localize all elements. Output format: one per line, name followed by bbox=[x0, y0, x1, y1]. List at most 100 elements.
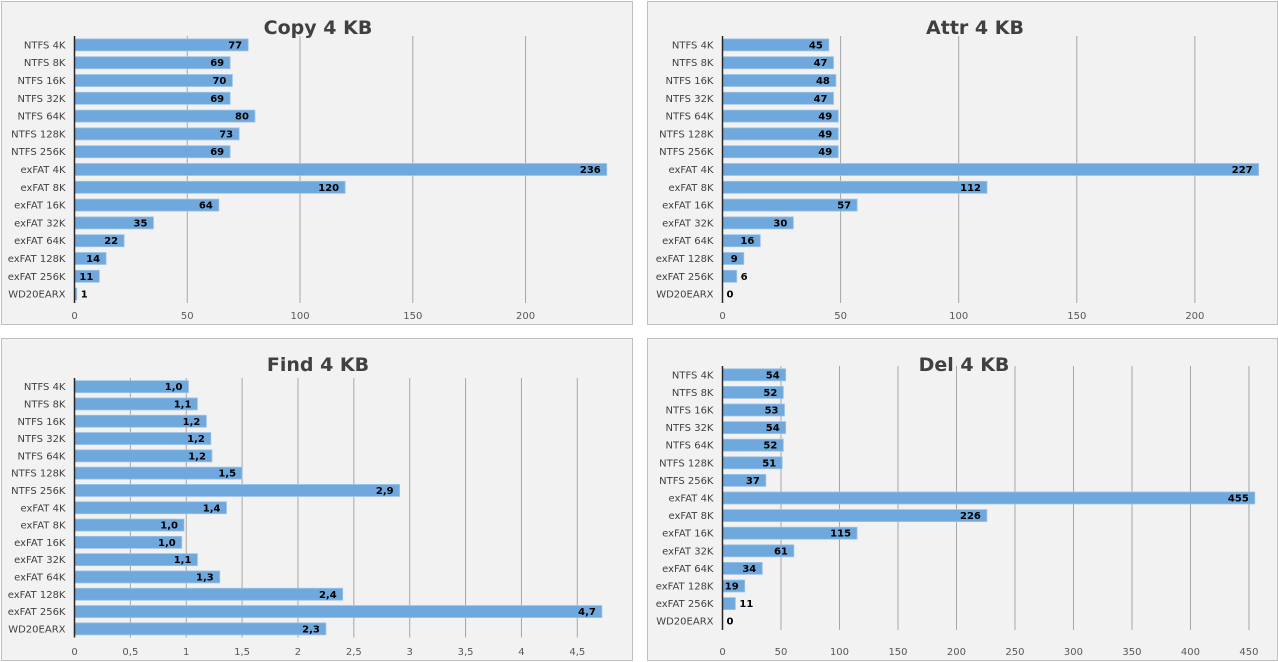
data-label: 47 bbox=[814, 94, 828, 105]
data-label: 2,4 bbox=[319, 590, 337, 601]
data-label: 22 bbox=[104, 236, 118, 247]
bar bbox=[722, 509, 988, 523]
data-label: 49 bbox=[818, 147, 832, 158]
category-label: NTFS 256K bbox=[659, 476, 714, 487]
data-label: 73 bbox=[219, 129, 233, 140]
category-label: NTFS 4K bbox=[672, 370, 714, 381]
data-label: 14 bbox=[86, 254, 100, 265]
category-label: NTFS 128K bbox=[659, 129, 714, 140]
data-label: 49 bbox=[818, 129, 832, 140]
data-label: 1,2 bbox=[187, 434, 205, 445]
data-label: 69 bbox=[210, 147, 224, 158]
category-label: NTFS 16K bbox=[18, 76, 66, 87]
x-tick-label: 200 bbox=[1185, 311, 1204, 322]
category-label: WD20EARX bbox=[8, 290, 65, 301]
data-label: 80 bbox=[235, 112, 249, 123]
category-label: NTFS 128K bbox=[11, 129, 66, 140]
bar bbox=[74, 484, 401, 497]
category-label: exFAT 32K bbox=[662, 218, 714, 229]
bar bbox=[74, 180, 346, 194]
data-label: 54 bbox=[766, 370, 780, 381]
category-label: exFAT 4K bbox=[669, 494, 714, 505]
category-label: exFAT 32K bbox=[662, 546, 714, 557]
bar bbox=[74, 56, 231, 70]
x-tick-label: 300 bbox=[1064, 647, 1083, 658]
category-label: exFAT 64K bbox=[662, 564, 714, 575]
category-label: NTFS 64K bbox=[18, 112, 66, 123]
x-tick-label: 150 bbox=[888, 647, 907, 658]
x-tick-label: 0 bbox=[71, 647, 77, 658]
bar bbox=[74, 145, 231, 159]
bar bbox=[722, 269, 738, 283]
data-label: 1,3 bbox=[196, 572, 214, 583]
x-tick-label: 1 bbox=[183, 647, 189, 658]
category-label: exFAT 4K bbox=[21, 503, 66, 514]
bar bbox=[722, 491, 1256, 505]
data-label: 77 bbox=[228, 40, 242, 51]
data-label: 51 bbox=[762, 458, 776, 469]
data-label: 0 bbox=[727, 290, 734, 301]
category-label: NTFS 256K bbox=[659, 147, 714, 158]
category-label: NTFS 4K bbox=[672, 40, 714, 51]
category-label: NTFS 4K bbox=[24, 40, 66, 51]
data-label: 1,1 bbox=[174, 555, 192, 566]
category-label: exFAT 128K bbox=[656, 254, 714, 265]
bar bbox=[722, 163, 1260, 176]
chart-title: Del 4 KB bbox=[919, 354, 1010, 376]
category-label: exFAT 16K bbox=[14, 201, 66, 212]
category-label: NTFS 16K bbox=[666, 76, 714, 87]
data-label: 4,7 bbox=[578, 607, 596, 618]
x-tick-label: 150 bbox=[403, 311, 422, 322]
bar bbox=[74, 622, 327, 636]
bar bbox=[722, 180, 988, 194]
category-label: exFAT 64K bbox=[14, 572, 66, 583]
category-label: exFAT 128K bbox=[656, 582, 714, 593]
x-tick-label: 200 bbox=[947, 647, 966, 658]
x-tick-label: 100 bbox=[830, 647, 849, 658]
x-tick-label: 3 bbox=[407, 647, 413, 658]
category-label: NTFS 4K bbox=[24, 382, 66, 393]
category-label: exFAT 32K bbox=[14, 218, 66, 229]
x-tick-label: 0 bbox=[71, 311, 77, 322]
copy-chart: Copy 4 KB 0 50 100 150 200 NTFS 4K 77 NTFS 8K 69… bbox=[8, 17, 608, 322]
category-label: NTFS 8K bbox=[672, 388, 714, 399]
category-label: NTFS 8K bbox=[672, 58, 714, 69]
data-label: 6 bbox=[741, 272, 748, 283]
data-label: 1,0 bbox=[160, 521, 178, 532]
data-label: 47 bbox=[814, 58, 828, 69]
data-label: 2,3 bbox=[302, 624, 320, 635]
category-label: NTFS 32K bbox=[666, 423, 714, 434]
x-tick-label: 50 bbox=[834, 311, 847, 322]
data-label: 70 bbox=[212, 76, 226, 87]
x-tick-label: 4,5 bbox=[569, 647, 585, 658]
data-label: 37 bbox=[746, 476, 760, 487]
chart-panel-copy: Copy 4 KB 0 50 100 150 200 NTFS 4K 77 NTFS 8K 69… bbox=[1, 1, 633, 325]
data-label: 34 bbox=[742, 564, 756, 575]
data-label: 226 bbox=[960, 511, 981, 522]
chart-title: Attr 4 KB bbox=[926, 17, 1024, 39]
category-label: exFAT 128K bbox=[8, 590, 66, 601]
data-label: 48 bbox=[816, 76, 830, 87]
data-label: 45 bbox=[809, 40, 823, 51]
category-label: NTFS 32K bbox=[666, 94, 714, 105]
category-label: exFAT 16K bbox=[14, 538, 66, 549]
category-label: exFAT 8K bbox=[669, 511, 714, 522]
x-tick-label: 0,5 bbox=[122, 647, 138, 658]
data-label: 57 bbox=[837, 201, 851, 212]
bar bbox=[74, 198, 220, 212]
category-label: exFAT 16K bbox=[662, 529, 714, 540]
chart-panel-find: Find 4 KB 0 0,5 1 1,5 2 2,5 3 3,5 4 4,5 NTFS 4K 1,0… bbox=[1, 338, 633, 661]
data-label: 69 bbox=[210, 58, 224, 69]
bar bbox=[74, 74, 233, 87]
category-label: exFAT 16K bbox=[662, 201, 714, 212]
bar bbox=[74, 605, 603, 618]
bar bbox=[74, 38, 249, 52]
category-label: exFAT 256K bbox=[656, 599, 714, 610]
x-tick-label: 450 bbox=[1239, 647, 1258, 658]
x-tick-label: 150 bbox=[1067, 311, 1086, 322]
data-label: 1,2 bbox=[188, 451, 206, 462]
data-label: 120 bbox=[318, 183, 339, 194]
find-chart: Find 4 KB 0 0,5 1 1,5 2 2,5 3 3,5 4 4,5 NTFS 4K 1,0… bbox=[8, 354, 603, 658]
data-label: 1 bbox=[81, 290, 88, 301]
category-label: exFAT 128K bbox=[8, 254, 66, 265]
